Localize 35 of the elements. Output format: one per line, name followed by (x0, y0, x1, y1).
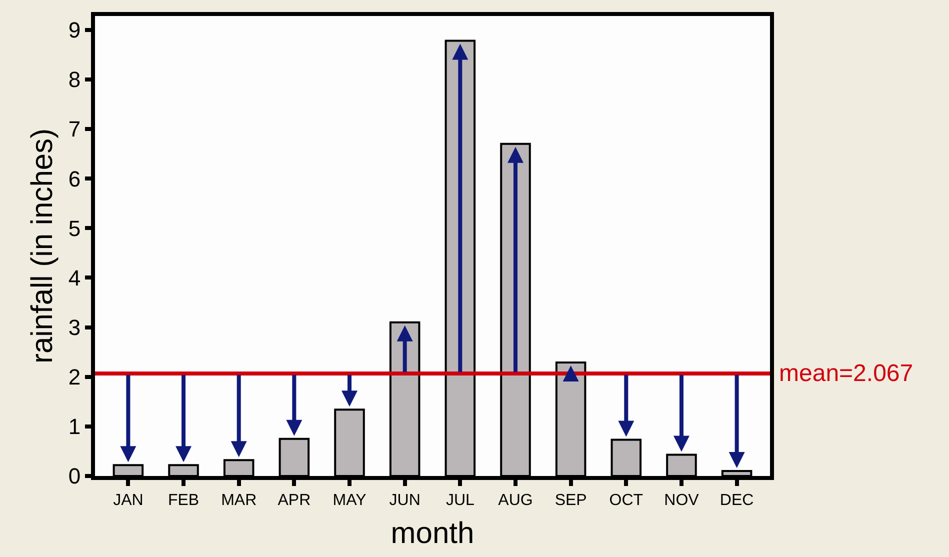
x-axis-title: month (390, 517, 474, 550)
x-tick-label: NOV (664, 492, 700, 510)
x-tick-label: DEC (720, 492, 754, 510)
x-tick-label: APR (278, 492, 311, 510)
x-tick-label: JAN (113, 492, 144, 510)
bar (278, 438, 310, 476)
bar (721, 470, 752, 476)
y-tick-label: 0 (68, 464, 81, 489)
x-tick-label: JUL (446, 492, 474, 510)
y-tick-label: 8 (68, 67, 81, 92)
x-tick-label: MAY (332, 492, 367, 510)
bar (555, 361, 586, 476)
x-tick-label: MAR (221, 492, 257, 510)
bar (334, 408, 365, 476)
bar (223, 459, 254, 476)
x-tick-label: OCT (609, 492, 644, 510)
x-tick-label: JUN (389, 492, 420, 510)
y-tick-label: 5 (68, 216, 81, 241)
y-tick-label: 2 (68, 364, 81, 390)
bar (168, 464, 199, 476)
bar (610, 438, 642, 476)
y-tick-label: 3 (68, 314, 81, 340)
x-tick-label: SEP (554, 492, 587, 510)
y-tick-label: 6 (68, 166, 81, 192)
bar (666, 454, 697, 476)
y-tick-label: 1 (68, 414, 81, 440)
bar (112, 464, 144, 476)
y-tick-label: 7 (68, 116, 81, 142)
ref-line-label: mean=2.067 (779, 360, 914, 387)
x-tick-label: FEB (168, 492, 200, 510)
y-axis-title: rainfall (in inches) (26, 128, 59, 364)
bar (389, 321, 420, 476)
x-tick-label: AUG (498, 492, 533, 510)
y-tick-label: 9 (68, 18, 81, 43)
y-tick-label: 4 (68, 265, 81, 290)
